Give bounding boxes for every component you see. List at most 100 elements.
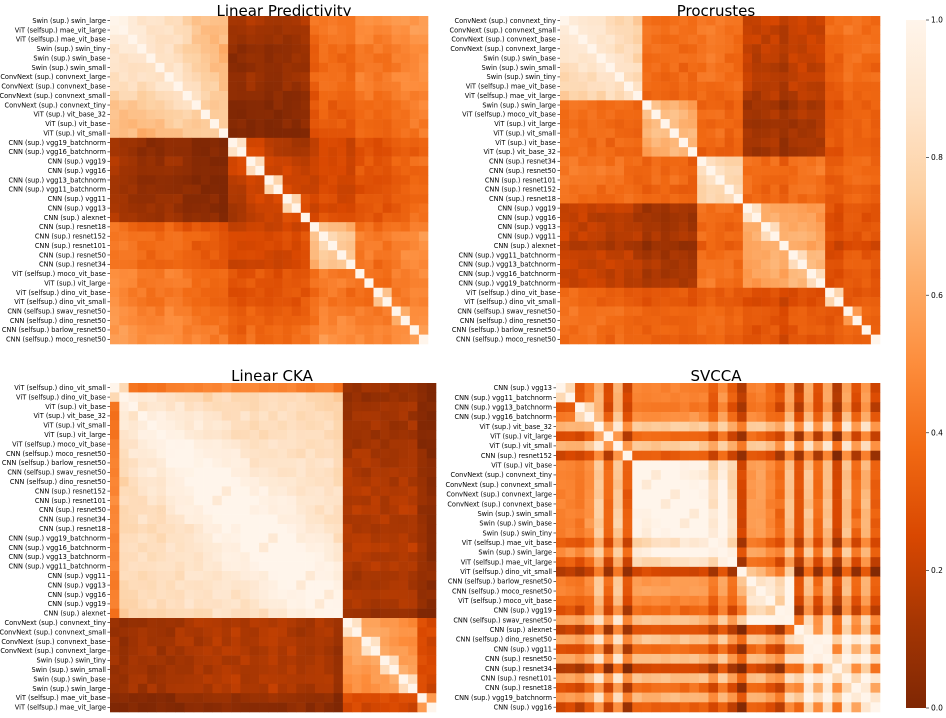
heatmap-cell [708,450,719,461]
heatmap-cell [813,499,824,510]
heatmap-cell [173,137,183,148]
heatmap-cell [784,441,795,452]
heatmap-cell [746,586,757,597]
heatmap-cell [622,402,633,413]
heatmap-cell [651,402,662,413]
heatmap-cell [237,25,247,36]
heatmap-cell [300,165,311,176]
heatmap-cell [678,259,689,270]
heatmap-cell [742,90,753,101]
heatmap-cell [678,119,689,129]
heatmap-cell [324,514,334,525]
heatmap-cell [825,259,835,270]
heatmap-cell [851,576,862,587]
heatmap-cell [291,156,302,167]
heatmap-cell [219,194,229,204]
heatmap-cell [678,194,689,204]
heatmap-cell [191,287,202,298]
heatmap-cell [841,595,852,606]
heatmap-cell [182,297,193,307]
heatmap-cell [797,147,808,157]
heatmap-cell [565,566,576,577]
heatmap-cell [119,599,129,609]
row-tick-label: ConvNext (sup.) convnext_large [0,647,106,655]
heatmap-cell [556,624,566,635]
heatmap-cell [296,589,306,600]
heatmap-cell [380,401,390,412]
heatmap-cell [164,109,174,120]
heatmap-cell [861,137,872,148]
heatmap-cell [324,458,334,468]
heatmap-cell [613,595,624,606]
heatmap-cell [328,119,338,129]
heatmap-cell [165,627,176,638]
heatmap-cell [832,470,843,481]
heatmap-cell [328,16,338,26]
heatmap-cell [175,542,185,553]
heatmap-cell [193,486,204,497]
heatmap-cell [852,72,863,82]
heatmap-cell [156,458,167,468]
heatmap-cell [246,147,256,157]
heatmap-cell [706,137,716,148]
heatmap-cell [146,184,156,195]
heatmap-cell [426,486,437,497]
heatmap-cell [273,175,283,185]
heatmap-cell [752,269,762,279]
heatmap-cell [300,109,311,120]
heatmap-cell [697,203,707,214]
heatmap-cell [203,552,213,562]
heatmap-cell [164,315,174,326]
heatmap-cell [742,306,753,317]
heatmap-cell [584,634,595,645]
heatmap-cell [832,557,843,568]
heatmap-cell [698,624,709,635]
heatmap-cell [417,505,427,515]
heatmap-cell [184,495,195,506]
heatmap-cell [851,441,862,452]
heatmap-cell [770,81,780,92]
heatmap-cell [209,175,220,185]
heatmap-cell [594,605,604,616]
row-tick-label: CNN (sup.) resnet152 [35,487,106,495]
heatmap-cell [264,109,274,120]
heatmap-cell [249,477,260,487]
heatmap-cell [784,392,795,403]
heatmap-cell [784,595,795,606]
heatmap-cell [822,557,833,568]
heatmap-cell [660,576,671,587]
row-tick-label: CNN (sup.) vgg11_batchnorm [8,563,106,571]
heatmap-cell [193,467,204,478]
heatmap-cell [756,479,766,490]
heatmap-cell [689,586,700,597]
heatmap-cell [165,646,176,656]
heatmap-cell [200,287,211,298]
heatmap-cell [697,334,707,345]
heatmap-cell [314,674,325,685]
heatmap-cell [268,589,278,600]
heatmap-cell [698,460,709,471]
heatmap-cell [870,673,881,684]
heatmap-cell [614,297,625,307]
heatmap-cell [249,392,260,403]
heatmap-cell [155,109,165,120]
heatmap-cell [565,634,576,645]
heatmap-cell [624,16,634,26]
heatmap-cell [231,599,241,609]
heatmap-cell [119,222,129,232]
heatmap-cell [147,552,157,562]
heatmap-cell [324,552,334,562]
heatmap-cell [191,184,202,195]
heatmap-cell [373,184,383,195]
heatmap-cell [417,571,427,581]
heatmap-cell [860,682,871,693]
heatmap-cell [870,460,881,471]
heatmap-cell [584,479,595,490]
heatmap-cell [119,683,129,694]
heatmap-cell [370,448,381,459]
heatmap-cell [718,605,728,616]
heatmap-cell [806,240,817,251]
heatmap-cell [309,100,320,111]
heatmap-cell [255,72,265,82]
